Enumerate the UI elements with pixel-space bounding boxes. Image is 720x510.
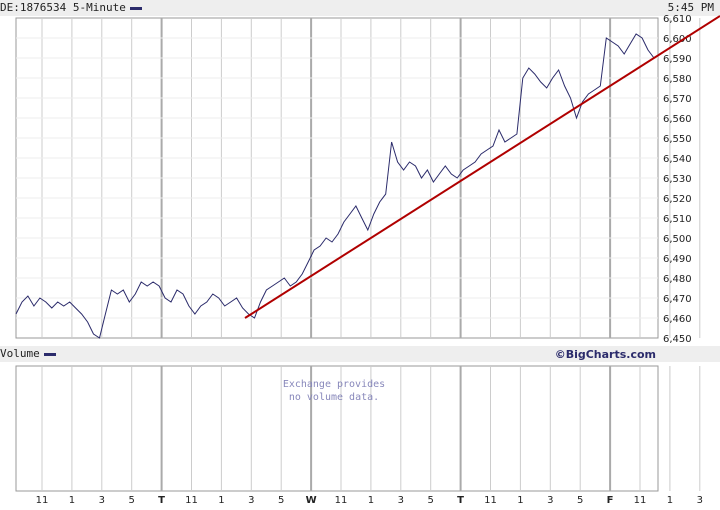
price-grid <box>16 18 701 338</box>
y-tick-label: 6,490 <box>663 254 692 265</box>
x-tick-label: 1 <box>69 495 75 506</box>
y-tick-label: 6,450 <box>663 334 692 345</box>
header-bar <box>0 0 720 16</box>
volume-header-bar <box>0 346 720 362</box>
x-axis-ticks: 11135T11135W11135T11135F11135 <box>36 495 703 506</box>
x-tick-label: 11 <box>634 495 647 506</box>
y-tick-label: 6,580 <box>663 74 692 85</box>
symbol-label: DE:1876534 5-Minute <box>0 1 126 14</box>
y-tick-label: 6,510 <box>663 214 692 225</box>
x-tick-label: 3 <box>697 495 703 506</box>
x-tick-label: 11 <box>484 495 497 506</box>
volume-note-line1: Exchange provides <box>282 379 386 390</box>
volume-label: Volume <box>0 347 40 360</box>
x-tick-label: 5 <box>428 495 434 506</box>
x-tick-label: 11 <box>185 495 198 506</box>
volume-note-line2: no volume data. <box>288 392 380 403</box>
y-axis-ticks: 6,450 6,460 6,470 6,480 6,490 6,500 6,510 6,520… <box>663 14 692 345</box>
y-tick-label: 6,520 <box>663 194 692 205</box>
y-tick-label: 6,590 <box>663 54 692 65</box>
y-tick-label: 6,560 <box>663 114 692 125</box>
y-tick-label: 6,570 <box>663 94 692 105</box>
x-tick-label: 11 <box>36 495 49 506</box>
price-line <box>15 33 655 339</box>
trend-line <box>244 15 720 319</box>
x-tick-label: T <box>457 495 464 506</box>
x-tick-label: 1 <box>517 495 523 506</box>
y-tick-label: 6,600 <box>663 34 692 45</box>
x-tick-label: 3 <box>99 495 105 506</box>
volume-header: Volume <box>0 346 56 362</box>
y-tick-label: 6,540 <box>663 154 692 165</box>
x-tick-label: 3 <box>398 495 404 506</box>
x-tick-label: 1 <box>218 495 224 506</box>
y-tick-label: 6,470 <box>663 294 692 305</box>
x-tick-label: 3 <box>248 495 254 506</box>
volume-grid <box>41 366 701 491</box>
volume-panel <box>15 365 659 492</box>
volume-note: Exchange provides no volume data. <box>234 378 434 404</box>
x-tick-label: T <box>158 495 165 506</box>
time-label: 5:45 PM <box>667 1 714 14</box>
y-tick-label: 6,500 <box>663 234 692 245</box>
y-tick-label: 6,460 <box>663 314 692 325</box>
x-tick-label: 5 <box>278 495 284 506</box>
top-header: DE:1876534 5-Minute 5:45 PM <box>0 0 720 16</box>
x-tick-label: 1 <box>667 495 673 506</box>
y-tick-label: 6,550 <box>663 134 692 145</box>
x-tick-label: 1 <box>368 495 374 506</box>
y-tick-label: 6,530 <box>663 174 692 185</box>
price-legend-swatch <box>129 6 142 10</box>
x-tick-label: W <box>306 495 317 506</box>
y-tick-label: 6,610 <box>663 14 692 25</box>
x-tick-label: 3 <box>547 495 553 506</box>
brand-label: ©BigCharts.com <box>554 348 656 361</box>
x-tick-label: F <box>607 495 614 506</box>
x-tick-label: 11 <box>335 495 348 506</box>
y-tick-label: 6,480 <box>663 274 692 285</box>
volume-legend-swatch <box>43 352 56 356</box>
x-tick-label: 5 <box>577 495 583 506</box>
x-tick-label: 5 <box>129 495 135 506</box>
